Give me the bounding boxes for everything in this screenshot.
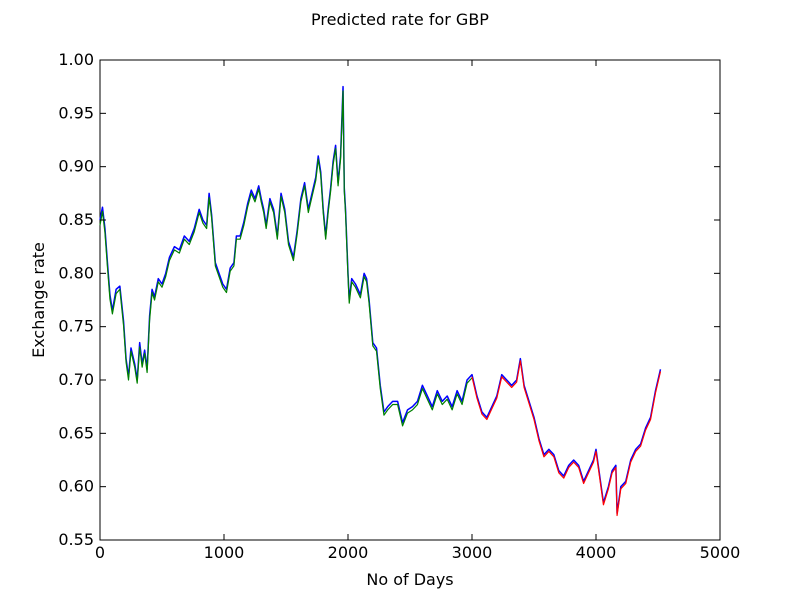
- x-tick-label: 2000: [328, 543, 369, 562]
- y-tick-label: 0.95: [58, 103, 94, 122]
- x-axis-label: No of Days: [366, 570, 453, 589]
- x-tick-label: 4000: [576, 543, 617, 562]
- plot-frame: [99, 59, 721, 541]
- y-tick-label: 0.80: [58, 263, 94, 282]
- chart-title: Predicted rate for GBP: [311, 10, 489, 29]
- y-tick-label: 0.85: [58, 210, 94, 229]
- y-tick-label: 0.75: [58, 317, 94, 336]
- green-fit-series: [99, 90, 473, 427]
- x-tick-label: 1000: [204, 543, 245, 562]
- y-tick-label: 0.60: [58, 477, 94, 496]
- y-tick-label: 0.90: [58, 157, 94, 176]
- y-tick-label: 1.00: [58, 50, 94, 69]
- red-predicted-series: [471, 360, 662, 517]
- x-tick-label: 3000: [452, 543, 493, 562]
- plot-area: [99, 85, 662, 517]
- x-tick-label: 0: [95, 543, 105, 562]
- x-tick-label: 5000: [700, 543, 741, 562]
- y-tick-label: 0.70: [58, 370, 94, 389]
- y-axis-label: Exchange rate: [29, 242, 48, 358]
- y-tick-label: 0.65: [58, 423, 94, 442]
- y-tick-label: 0.55: [58, 530, 94, 549]
- tick-layer: 0 1000 2000 3000 4000 5000 0.55 0.60 0.65 0.70 0.7…: [58, 50, 740, 562]
